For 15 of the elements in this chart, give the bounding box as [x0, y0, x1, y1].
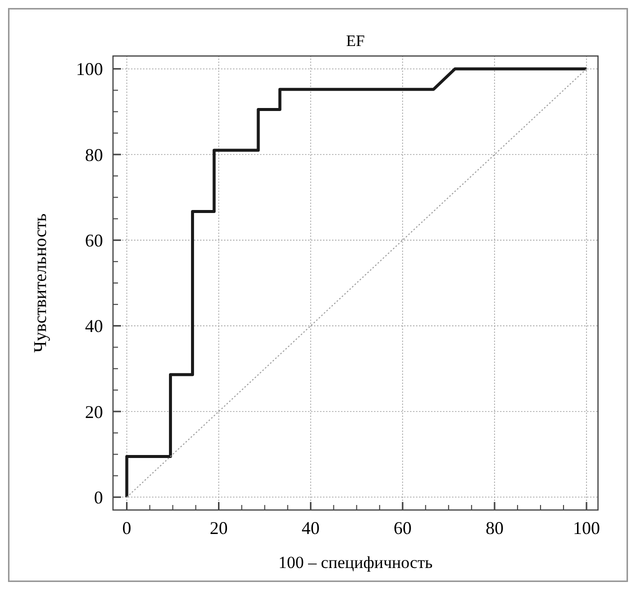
x-tick-label: 20 — [210, 518, 228, 538]
y-tick-label: 0 — [94, 487, 103, 508]
x-tick-label: 100 — [573, 518, 600, 538]
x-tick-label: 0 — [122, 518, 132, 538]
x-tick-label: 40 — [302, 518, 320, 538]
x-tick-label: 60 — [394, 518, 412, 538]
y-tick-label: 20 — [85, 402, 103, 422]
y-tick-label: 60 — [85, 230, 103, 250]
x-axis-title: 100 – специфичность — [278, 553, 433, 572]
y-tick-label: 100 — [76, 59, 103, 80]
y-tick-label: 80 — [85, 144, 103, 165]
y-axis-title: Чувствительность — [30, 213, 50, 353]
chart-title: EF — [346, 33, 365, 50]
y-tick-label: 40 — [85, 316, 103, 336]
x-tick-label: 80 — [486, 518, 504, 538]
